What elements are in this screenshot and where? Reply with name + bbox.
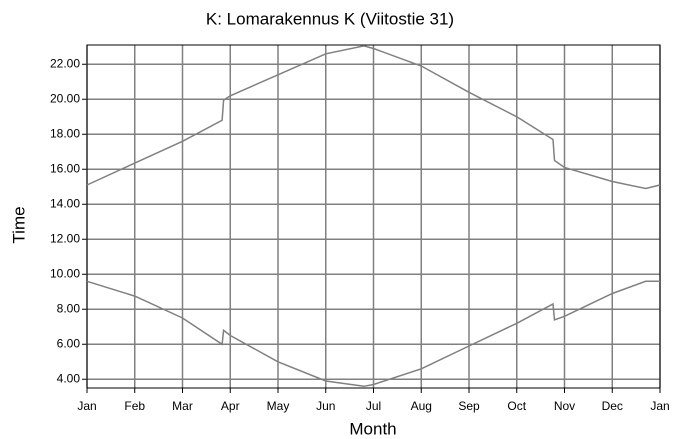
- y-tick-label: 14.00: [50, 196, 80, 210]
- x-tick-label: Feb: [124, 399, 145, 413]
- x-tick-label: Oct: [507, 399, 526, 413]
- x-tick-label: Jan: [77, 399, 96, 413]
- x-tick-label: Aug: [411, 399, 432, 413]
- y-tick-label: 4.00: [57, 371, 81, 385]
- x-tick-label: Jul: [366, 399, 381, 413]
- x-tick-label: Apr: [221, 399, 240, 413]
- plot-frame: [86, 44, 661, 389]
- y-tick-label: 8.00: [57, 301, 81, 315]
- chart-title: K: Lomarakennus K (Viitostie 31): [206, 9, 454, 28]
- x-tick-label: Mar: [172, 399, 193, 413]
- y-tick-label: 12.00: [50, 231, 80, 245]
- x-tick-label: Jun: [316, 399, 335, 413]
- series-line: [86, 280, 660, 388]
- series-line: [86, 45, 661, 190]
- x-tick-label: Nov: [554, 399, 575, 413]
- y-tick-label: 22.00: [50, 56, 80, 70]
- y-axis-label: Time: [9, 206, 28, 243]
- y-tick-label: 20.00: [50, 91, 80, 105]
- y-tick-label: 6.00: [57, 336, 81, 350]
- x-tick-label: Sep: [458, 399, 480, 413]
- x-tick-label: May: [267, 399, 290, 413]
- y-tick-label: 18.00: [50, 126, 80, 140]
- x-tick-label: Jan: [650, 399, 669, 413]
- y-tick-label: 10.00: [50, 266, 80, 280]
- y-tick-label: 16.00: [50, 161, 80, 175]
- x-axis-label: Month: [349, 419, 396, 438]
- x-tick-label: Dec: [602, 399, 623, 413]
